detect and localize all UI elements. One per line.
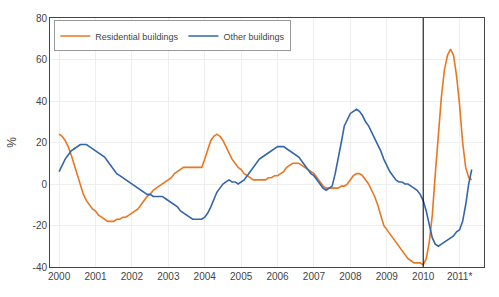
svg-text:2008: 2008: [339, 271, 362, 282]
svg-text:2011*: 2011*: [447, 271, 473, 282]
svg-text:2010: 2010: [412, 271, 435, 282]
svg-text:2003: 2003: [157, 271, 180, 282]
svg-text:40: 40: [36, 96, 48, 107]
svg-text:2004: 2004: [194, 271, 217, 282]
svg-text:%: %: [5, 137, 19, 148]
svg-text:-20: -20: [33, 220, 48, 231]
svg-text:Residential buildings: Residential buildings: [95, 32, 178, 42]
svg-text:2000: 2000: [48, 271, 71, 282]
svg-text:2007: 2007: [303, 271, 326, 282]
svg-text:2005: 2005: [230, 271, 253, 282]
svg-text:-40: -40: [33, 262, 48, 273]
svg-text:2002: 2002: [121, 271, 144, 282]
svg-text:2006: 2006: [266, 271, 289, 282]
svg-text:20: 20: [36, 137, 48, 148]
svg-text:0: 0: [41, 179, 47, 190]
svg-text:60: 60: [36, 54, 48, 65]
svg-text:2009: 2009: [376, 271, 399, 282]
svg-text:Other buildings: Other buildings: [223, 32, 284, 42]
svg-text:80: 80: [36, 13, 48, 24]
svg-text:2001: 2001: [84, 271, 107, 282]
